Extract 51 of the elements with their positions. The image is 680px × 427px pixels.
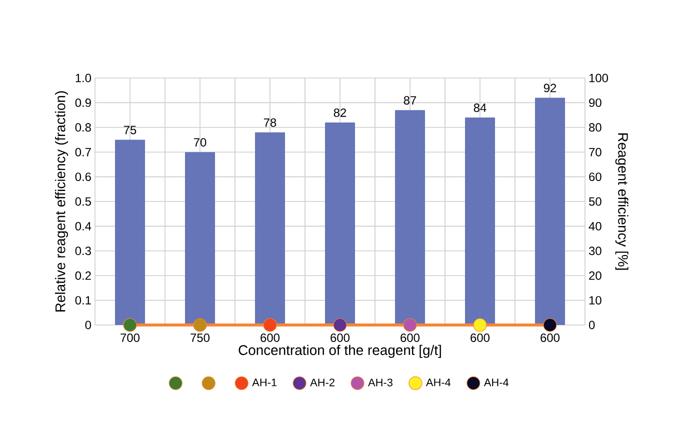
bar bbox=[395, 110, 426, 325]
x-tick-label: 600 bbox=[330, 334, 350, 342]
data-label: 75 bbox=[124, 126, 136, 134]
y-tick-label: 0 bbox=[85, 320, 92, 330]
y2-axis-title: Reagent efficiency [%] bbox=[615, 133, 628, 270]
x-axis-title: Concentration of the reagent [g/t] bbox=[238, 344, 441, 358]
data-label: 84 bbox=[474, 104, 486, 112]
y-tick-label: 0.5 bbox=[75, 197, 91, 206]
bar bbox=[465, 118, 496, 325]
x-tick-label: 600 bbox=[540, 334, 560, 342]
y-tick-label: 0.6 bbox=[75, 172, 91, 182]
y-tick-label: 0.4 bbox=[75, 222, 92, 230]
data-label: 78 bbox=[264, 118, 276, 127]
bar bbox=[535, 98, 566, 325]
y-axis-title: Relative reagent efficiency (fraction) bbox=[55, 91, 68, 312]
y2-tick-label: 0 bbox=[588, 320, 595, 330]
data-label: 87 bbox=[404, 96, 416, 105]
bar bbox=[115, 140, 145, 325]
y-tick-label: 0.3 bbox=[75, 246, 91, 256]
x-tick-label: 750 bbox=[190, 334, 210, 342]
y-tick-label: 0.9 bbox=[75, 98, 91, 107]
y2-tick-label: 50 bbox=[589, 197, 602, 206]
y-tick-label: 1.0 bbox=[76, 74, 92, 82]
y-tick-label: 0.8 bbox=[75, 123, 91, 132]
data-label: 70 bbox=[194, 138, 206, 147]
bar bbox=[185, 152, 216, 325]
y2-tick-label: 30 bbox=[588, 246, 602, 256]
x-tick-label: 600 bbox=[260, 334, 280, 342]
x-tick-label: 700 bbox=[120, 334, 140, 342]
bar bbox=[325, 122, 356, 325]
y2-tick-label: 90 bbox=[589, 98, 602, 107]
legend-label: AH-4 bbox=[484, 378, 509, 386]
y2-tick-label: 40 bbox=[588, 222, 602, 230]
y2-tick-label: 60 bbox=[589, 172, 602, 182]
legend-label: AH-4 bbox=[426, 378, 451, 386]
y-tick-label: 0.1 bbox=[75, 296, 91, 305]
x-tick-label: 600 bbox=[470, 334, 490, 342]
legend-label: AH-2 bbox=[310, 378, 334, 386]
y-tick-label: 0.2 bbox=[75, 271, 91, 280]
legend-label: AH-3 bbox=[368, 378, 392, 386]
y2-tick-label: 10 bbox=[589, 296, 602, 305]
y2-tick-label: 70 bbox=[589, 148, 602, 156]
data-label: 82 bbox=[334, 108, 346, 117]
legend-label: AH-1 bbox=[252, 378, 277, 386]
data-label: 92 bbox=[544, 84, 556, 92]
y2-tick-label: 80 bbox=[589, 123, 602, 132]
x-tick-label: 600 bbox=[400, 334, 420, 342]
y2-tick-label: 20 bbox=[589, 271, 602, 280]
bar bbox=[255, 132, 286, 325]
y-tick-label: 0.7 bbox=[75, 148, 91, 156]
y2-tick-label: 100 bbox=[589, 74, 608, 82]
